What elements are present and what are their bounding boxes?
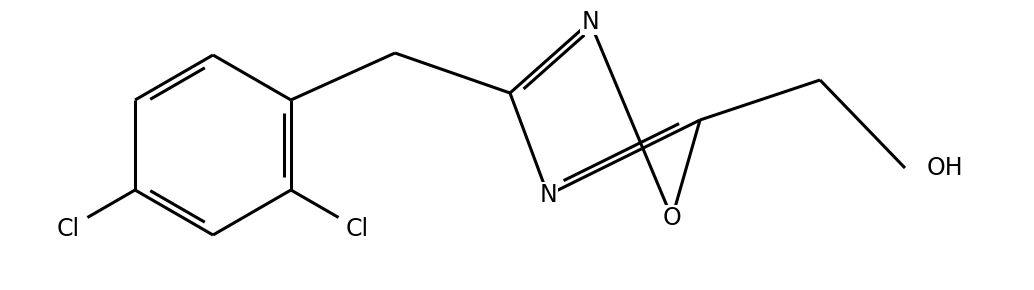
Text: OH: OH bbox=[927, 156, 964, 180]
Text: Cl: Cl bbox=[346, 217, 369, 240]
Text: N: N bbox=[581, 10, 599, 34]
Text: N: N bbox=[539, 183, 557, 207]
Text: Cl: Cl bbox=[57, 217, 80, 240]
Text: O: O bbox=[663, 206, 681, 230]
